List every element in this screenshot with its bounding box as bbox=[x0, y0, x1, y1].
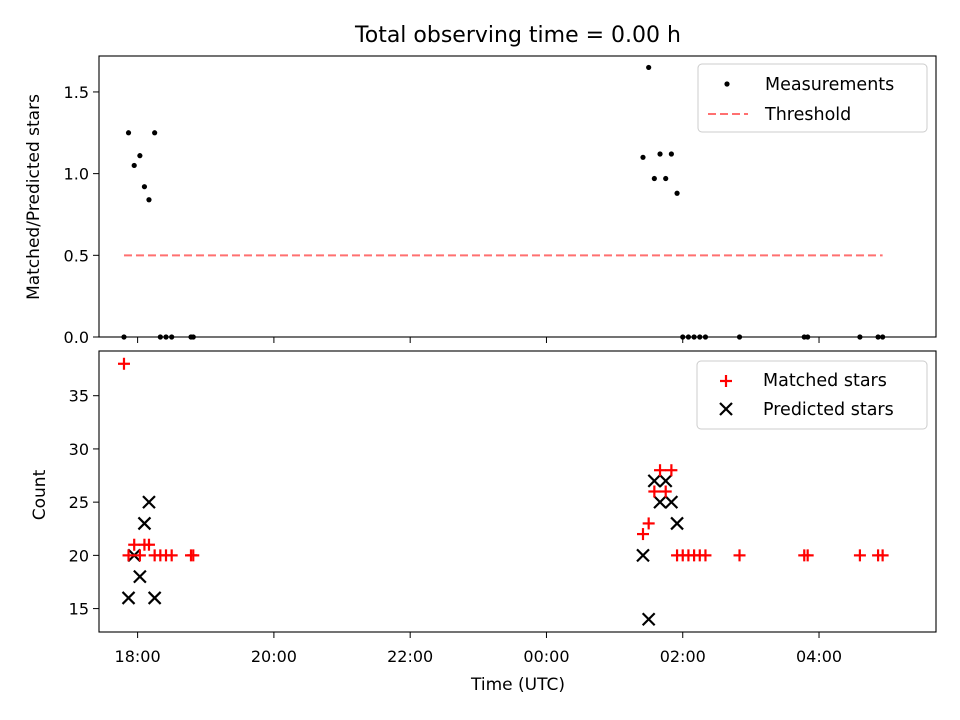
predicted-point bbox=[641, 612, 656, 627]
matched-point bbox=[117, 357, 130, 370]
matched-point bbox=[165, 549, 178, 562]
measurement-point bbox=[651, 175, 657, 182]
ratio-y-tick-label: 0.0 bbox=[64, 328, 89, 347]
x-tick-label: 18:00 bbox=[115, 647, 161, 666]
predicted-point bbox=[670, 516, 684, 531]
predicted-point bbox=[142, 495, 156, 509]
count-legend: Matched stars Predicted stars bbox=[696, 360, 928, 430]
ratio-y-tick-label: 0.5 bbox=[64, 246, 89, 265]
x-tick-label: 22:00 bbox=[387, 647, 433, 666]
x-tick-label: 04:00 bbox=[796, 647, 842, 666]
matched-point bbox=[654, 464, 667, 477]
predicted-point bbox=[147, 591, 162, 605]
matched-point bbox=[801, 549, 814, 562]
predicted-point bbox=[664, 495, 679, 509]
matched-point bbox=[122, 549, 135, 562]
legend-predicted-marker bbox=[719, 402, 733, 416]
measurement-point bbox=[640, 154, 646, 160]
count-y-axis-label: Count bbox=[30, 469, 50, 520]
legend-matched-label: Matched stars bbox=[763, 371, 887, 391]
x-axis-label: Time (UTC) bbox=[470, 675, 565, 695]
x-tick-label: 00:00 bbox=[523, 647, 569, 666]
legend-predicted-label: Predicted stars bbox=[763, 400, 894, 420]
predicted-point bbox=[137, 516, 152, 531]
ratio-plot-area: 0.0 0.5 1.0 1.5 bbox=[64, 64, 886, 347]
matched-point bbox=[636, 528, 649, 541]
count-axes: 15 20 25 30 35 18:00 20:00 22:00 00:00 02:00 04:00… bbox=[30, 350, 937, 695]
predicted-point bbox=[658, 474, 673, 488]
count-y-tick-label: 25 bbox=[69, 493, 89, 512]
legend-threshold-label: Threshold bbox=[764, 105, 851, 125]
matched-point bbox=[128, 538, 141, 551]
measurement-point bbox=[668, 151, 674, 157]
matched-point bbox=[187, 549, 200, 562]
matched-point bbox=[133, 549, 146, 562]
predicted-point bbox=[653, 495, 667, 509]
ratio-y-tick-label: 1.5 bbox=[64, 83, 89, 102]
legend-measurements-marker bbox=[724, 81, 730, 87]
measurement-point bbox=[146, 197, 152, 203]
matched-point bbox=[642, 517, 655, 530]
measurement-point bbox=[131, 162, 137, 169]
count-y-tick-label: 20 bbox=[69, 546, 89, 565]
measurement-point bbox=[657, 151, 663, 157]
count-axes-frame bbox=[98, 350, 937, 633]
matched-point bbox=[659, 485, 672, 498]
measurement-point bbox=[141, 184, 148, 190]
ratio-axes: Total observing time = 0.00 h 0.0 0.5 1.0 1… bbox=[24, 23, 937, 347]
measurement-point bbox=[646, 64, 652, 71]
predicted-point bbox=[121, 591, 136, 605]
matched-point bbox=[853, 549, 866, 562]
measurement-point bbox=[152, 130, 158, 136]
predicted-point bbox=[636, 548, 650, 563]
count-y-tick-label: 15 bbox=[69, 600, 89, 619]
count-legend-box bbox=[696, 360, 928, 430]
predicted-point bbox=[647, 474, 662, 488]
count-y-tick-label: 35 bbox=[69, 387, 89, 406]
ratio-axes-frame bbox=[98, 55, 937, 338]
matched-point bbox=[648, 485, 661, 498]
matched-point bbox=[142, 538, 155, 551]
matched-point bbox=[876, 549, 889, 562]
x-tick-label: 20:00 bbox=[251, 647, 297, 666]
matched-point bbox=[665, 464, 678, 477]
chart-title: Total observing time = 0.00 h bbox=[354, 23, 681, 48]
count-y-tick-label: 30 bbox=[69, 440, 89, 459]
ratio-legend-box bbox=[697, 63, 928, 133]
measurement-point bbox=[125, 130, 132, 136]
ratio-legend: Measurements Threshold bbox=[697, 63, 928, 133]
measurement-point bbox=[674, 190, 680, 196]
measurement-point bbox=[663, 175, 669, 182]
legend-matched-marker bbox=[720, 375, 732, 387]
legend-measurements-label: Measurements bbox=[765, 75, 894, 95]
x-tick-label: 02:00 bbox=[660, 647, 706, 666]
predicted-point bbox=[133, 569, 147, 584]
ratio-y-tick-label: 1.0 bbox=[64, 165, 89, 184]
matched-point bbox=[733, 549, 746, 562]
ratio-y-axis-label: Matched/Predicted stars bbox=[24, 94, 44, 300]
matched-point bbox=[699, 549, 712, 562]
measurement-point bbox=[137, 153, 143, 159]
count-plot-area: 15 20 25 30 35 18:00 20:00 22:00 00:00 02:00 04:00 bbox=[69, 357, 889, 666]
